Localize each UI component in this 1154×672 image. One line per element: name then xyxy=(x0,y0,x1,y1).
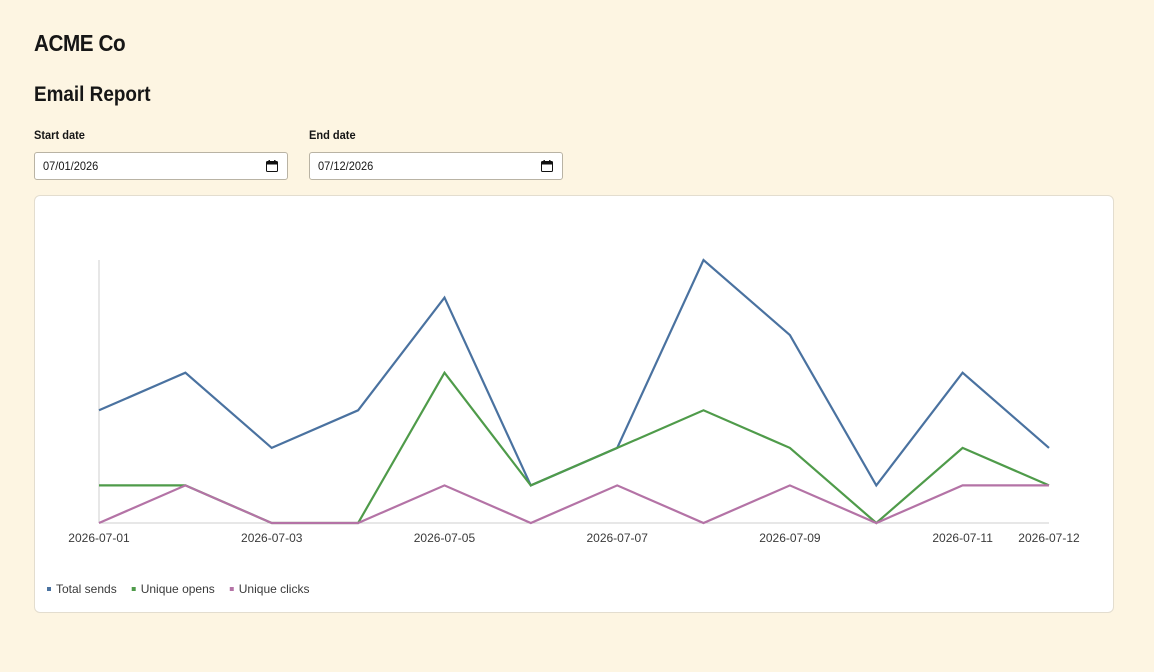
start-date-value: 07/01/2026 xyxy=(43,159,99,173)
start-date-field: Start date 07/01/2026 xyxy=(34,128,288,180)
calendar-icon[interactable] xyxy=(266,160,278,172)
legend-swatch xyxy=(131,587,136,591)
series-line-unique-opens xyxy=(99,370,1050,525)
x-tick-label: 2026-07-07 xyxy=(586,531,648,545)
x-tick-label: 2026-07-11 xyxy=(932,531,993,545)
end-date-value: 07/12/2026 xyxy=(318,159,374,173)
chart-card: 2026-07-01 2026-07-03 2026-07-05 2026-07-07… xyxy=(34,195,1114,613)
x-tick-label: 2026-07-09 xyxy=(759,531,821,545)
x-tick-label: 2026-07-01 xyxy=(68,531,130,545)
end-date-input[interactable]: 07/12/2026 xyxy=(309,152,563,180)
start-date-label: Start date xyxy=(34,128,85,142)
calendar-icon[interactable] xyxy=(541,160,553,172)
end-date-label: End date xyxy=(309,128,356,142)
series-line-total-sends xyxy=(98,258,1050,488)
legend-swatch xyxy=(47,587,51,591)
start-date-input[interactable]: 07/01/2026 xyxy=(34,152,288,180)
brand-logo: ACME Co xyxy=(34,30,126,56)
legend-label: Unique opens xyxy=(141,582,215,596)
legend-swatch xyxy=(229,587,234,591)
email-line-chart: 2026-07-01 2026-07-03 2026-07-05 2026-07-07… xyxy=(47,258,1080,596)
legend-label: Unique clicks xyxy=(239,582,310,596)
x-tick-label: 2026-07-03 xyxy=(241,531,303,545)
page-title: Email Report xyxy=(34,83,151,106)
x-tick-label: 2026-07-05 xyxy=(414,531,476,545)
end-date-field: End date 07/12/2026 xyxy=(309,128,563,180)
x-tick-label: 2026-07-12 xyxy=(1018,531,1080,545)
series-line-unique-clicks xyxy=(98,484,1049,525)
legend-label: Total sends xyxy=(56,582,117,596)
